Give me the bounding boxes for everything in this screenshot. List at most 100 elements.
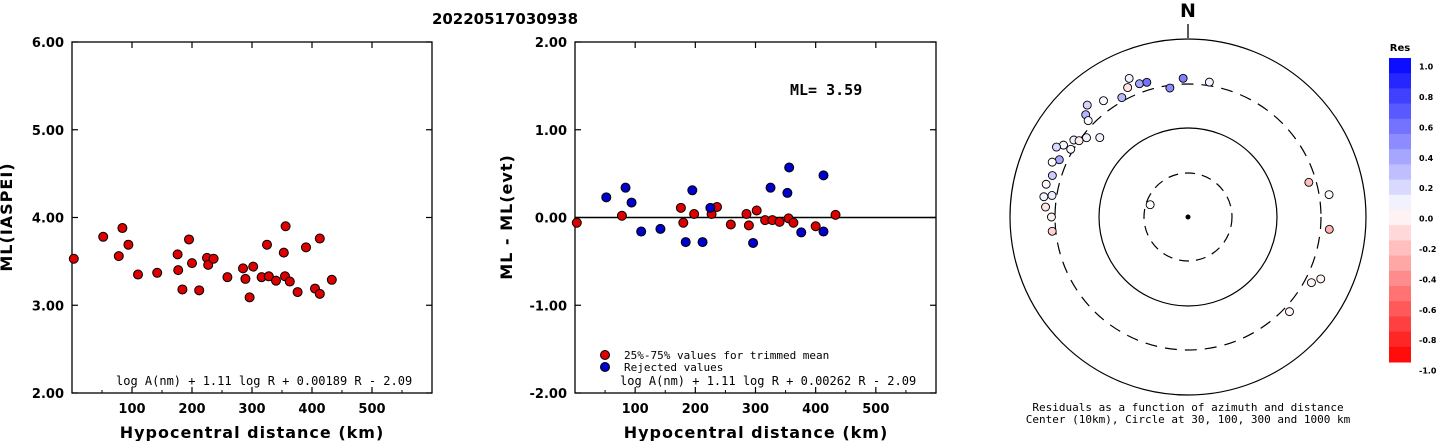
residual-point: [743, 220, 754, 231]
station-marker: [1039, 192, 1049, 202]
residual-point: [810, 221, 821, 232]
panel-ml-vs-distance: 100 200 300 400 500 2.00 3.00 4.00 5.00 6.00 Hypo…: [0, 36, 433, 441]
data-point: [248, 261, 259, 272]
data-point: [177, 284, 188, 295]
residual-point: [626, 197, 637, 208]
ring-30km: [1143, 172, 1233, 262]
colorbar-cell: [1389, 134, 1411, 150]
x-tick-label: 100: [622, 402, 649, 417]
event-title: 20220517030938: [432, 10, 578, 28]
data-point: [292, 287, 303, 298]
station-marker: [1124, 73, 1134, 83]
residual-point: [725, 219, 736, 230]
data-point: [262, 239, 272, 250]
x-tick-label: 500: [862, 402, 889, 417]
x-tick-label: 200: [178, 402, 205, 417]
residual-point: [620, 182, 631, 193]
y-tick-label: 5.00: [32, 124, 64, 139]
colorbar-tick-label: 0.0: [1419, 215, 1434, 224]
station-marker: [1204, 77, 1214, 87]
station-marker: [1178, 73, 1188, 83]
colorbar-cell: [1389, 240, 1411, 257]
data-point: [113, 251, 124, 262]
colorbar-cell: [1389, 255, 1411, 272]
station-marker: [1324, 190, 1334, 200]
colorbar-cell: [1389, 194, 1411, 211]
colorbar-cell: [1389, 270, 1411, 287]
data-point: [187, 258, 197, 269]
residual-point: [636, 226, 647, 237]
colorbar-cell: [1389, 346, 1411, 363]
ring-300km: [1054, 83, 1322, 351]
colorbar-labels: 1.0 0.8 0.6 0.4 0.2 0.0 -0.2 -0.4 -0.6 -0.8 -1.0: [1419, 63, 1437, 376]
station-marker: [1041, 202, 1050, 212]
ml-annotation: ML= 3.59: [790, 81, 862, 99]
polar-stations: [1039, 73, 1334, 317]
station-marker: [1316, 274, 1326, 284]
data-point: [184, 234, 194, 245]
residual-point: [705, 202, 716, 213]
panel-1-formula: log A(nm) + 1.11 log R + 0.00189 R - 2.0…: [116, 374, 412, 388]
epicenter-marker: [1185, 214, 1191, 220]
colorbar-tick-label: 0.2: [1419, 184, 1433, 193]
panel-1-xlabel: Hypocentral distance (km): [120, 423, 385, 441]
station-marker: [1066, 144, 1076, 154]
ring-100km: [1098, 127, 1278, 307]
data-point: [152, 267, 163, 278]
x-tick-label: 100: [118, 402, 145, 417]
colorbar-cell: [1389, 316, 1411, 333]
y-tick-label: -2.00: [530, 387, 567, 402]
data-point: [314, 233, 325, 244]
data-point: [238, 263, 248, 274]
legend-blue-label: Rejected values: [624, 361, 723, 374]
y-tick-label: 0.00: [535, 212, 567, 227]
residual-point: [765, 182, 776, 193]
station-marker: [1047, 171, 1057, 180]
residual-point: [678, 217, 689, 228]
colorbar-tick-label: 1.0: [1419, 63, 1434, 72]
residual-point: [784, 162, 795, 173]
residual-point: [689, 208, 700, 219]
station-marker: [1052, 142, 1061, 152]
station-marker: [1046, 212, 1056, 222]
colorbar-cell: [1389, 331, 1411, 348]
data-point: [240, 273, 251, 284]
station-marker: [1082, 133, 1091, 143]
data-point: [278, 247, 289, 258]
data-point: [314, 288, 325, 299]
legend-red-marker: [600, 350, 610, 360]
x-tick-label: 300: [742, 402, 769, 417]
colorbar-cell: [1389, 149, 1411, 165]
data-point: [173, 265, 184, 276]
colorbar-tick-label: -1.0: [1419, 367, 1437, 376]
station-marker: [1099, 96, 1108, 106]
y-tick-label: 4.00: [32, 212, 64, 227]
data-point: [203, 259, 214, 270]
station-marker: [1083, 116, 1093, 126]
legend-blue-marker: [600, 362, 610, 372]
polar-caption-2: Center (10km), Circle at 30, 100, 300 an…: [1026, 413, 1351, 426]
x-tick-label: 400: [802, 402, 829, 417]
residual-point: [782, 187, 793, 198]
polar-caption-1: Residuals as a function of azimuth and d…: [1032, 401, 1343, 414]
station-marker: [1145, 200, 1155, 210]
colorbar-cell: [1389, 88, 1411, 105]
residual-point: [616, 210, 627, 221]
colorbar-title: Res: [1390, 43, 1410, 54]
station-marker: [1041, 179, 1051, 189]
residual-point: [655, 223, 666, 234]
panel-1-frame: [71, 41, 433, 394]
colorbar-tick-label: 0.4: [1419, 154, 1434, 163]
station-marker: [1324, 224, 1334, 234]
data-point: [263, 271, 274, 282]
panel-2-points: [571, 162, 841, 248]
x-tick-label: 500: [358, 402, 385, 417]
colorbar-tick-label: -0.2: [1419, 245, 1437, 254]
data-point: [194, 285, 205, 296]
panel-1-ticks: 100 200 300 400 500 2.00 3.00 4.00 5.00 6.00: [32, 36, 432, 417]
colorbar-tick-label: 0.8: [1419, 93, 1434, 102]
data-point: [326, 274, 337, 285]
data-point: [244, 292, 255, 303]
panel-2-ylabel: ML - ML(evt): [497, 154, 516, 280]
